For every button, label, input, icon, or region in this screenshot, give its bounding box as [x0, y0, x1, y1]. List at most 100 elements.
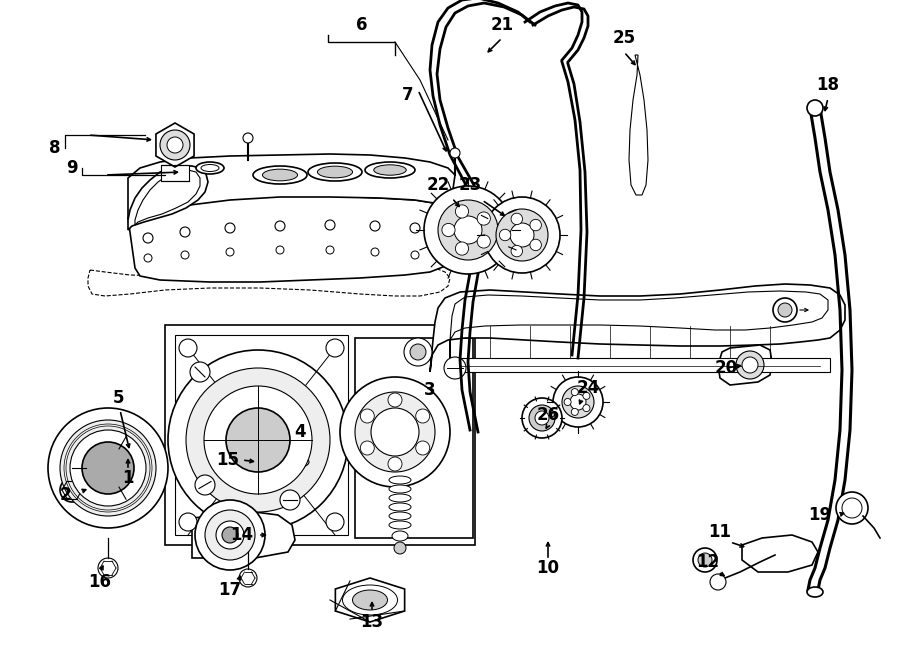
Ellipse shape [389, 521, 411, 529]
Circle shape [144, 254, 152, 262]
Circle shape [276, 246, 284, 254]
Text: 14: 14 [230, 526, 254, 544]
Polygon shape [128, 196, 455, 282]
Circle shape [167, 137, 183, 153]
Circle shape [510, 223, 534, 247]
Text: 12: 12 [697, 553, 720, 571]
Circle shape [371, 248, 379, 256]
Circle shape [404, 338, 432, 366]
Circle shape [572, 389, 579, 396]
Text: 13: 13 [360, 613, 383, 631]
Circle shape [553, 377, 603, 427]
Circle shape [698, 553, 712, 567]
Circle shape [583, 393, 590, 399]
Circle shape [388, 457, 402, 471]
Circle shape [477, 235, 490, 248]
Text: 8: 8 [50, 139, 61, 157]
Circle shape [226, 408, 290, 472]
Ellipse shape [389, 485, 411, 493]
Circle shape [807, 100, 823, 116]
Text: 11: 11 [708, 523, 732, 541]
Bar [355, 338, 473, 538]
Circle shape [190, 362, 210, 382]
Circle shape [360, 409, 374, 423]
Ellipse shape [389, 503, 411, 511]
Polygon shape [718, 345, 772, 385]
Circle shape [436, 254, 444, 262]
Circle shape [454, 216, 482, 244]
Polygon shape [156, 123, 194, 167]
Circle shape [562, 386, 594, 418]
Circle shape [583, 405, 590, 412]
Circle shape [388, 393, 402, 407]
Circle shape [360, 441, 374, 455]
Circle shape [326, 246, 334, 254]
Circle shape [355, 392, 435, 472]
Circle shape [564, 399, 572, 405]
Circle shape [340, 377, 450, 487]
Bar [161, 165, 189, 181]
Text: 3: 3 [424, 381, 436, 399]
Text: 4: 4 [294, 423, 306, 441]
Circle shape [535, 411, 549, 425]
Circle shape [435, 227, 445, 237]
Circle shape [195, 500, 265, 570]
Polygon shape [135, 170, 200, 225]
Ellipse shape [353, 590, 388, 610]
Circle shape [243, 133, 253, 143]
Ellipse shape [389, 512, 411, 520]
Polygon shape [450, 291, 828, 358]
Ellipse shape [125, 455, 145, 465]
Circle shape [160, 130, 190, 160]
Circle shape [410, 344, 426, 360]
Ellipse shape [343, 585, 398, 615]
Ellipse shape [253, 166, 307, 184]
Circle shape [416, 441, 429, 455]
Circle shape [371, 408, 419, 456]
Polygon shape [742, 535, 818, 572]
Polygon shape [128, 154, 455, 218]
Circle shape [226, 248, 234, 256]
Polygon shape [629, 55, 648, 195]
Text: 23: 23 [458, 176, 482, 194]
Circle shape [70, 430, 146, 506]
Circle shape [168, 350, 348, 530]
Text: 20: 20 [715, 359, 738, 377]
Ellipse shape [275, 455, 309, 469]
Circle shape [570, 394, 586, 410]
Circle shape [325, 220, 335, 230]
Circle shape [216, 521, 244, 549]
Ellipse shape [308, 163, 362, 181]
Text: 5: 5 [112, 389, 124, 407]
Circle shape [410, 223, 420, 233]
Circle shape [450, 148, 460, 158]
Ellipse shape [374, 165, 406, 175]
Circle shape [394, 542, 406, 554]
Circle shape [742, 357, 758, 373]
Bar [165, 325, 475, 545]
Circle shape [60, 420, 156, 516]
Text: 9: 9 [67, 159, 77, 177]
Circle shape [511, 245, 523, 256]
Circle shape [280, 490, 300, 510]
Circle shape [572, 408, 579, 415]
Text: 6: 6 [356, 16, 368, 34]
Circle shape [710, 574, 726, 590]
Circle shape [736, 351, 764, 379]
Ellipse shape [201, 165, 219, 171]
Polygon shape [450, 358, 830, 372]
Circle shape [530, 219, 542, 231]
Circle shape [484, 197, 560, 273]
Text: 16: 16 [88, 573, 112, 591]
Ellipse shape [268, 452, 316, 472]
Circle shape [424, 186, 512, 274]
Text: 26: 26 [536, 406, 560, 424]
Circle shape [179, 513, 197, 531]
Circle shape [416, 409, 429, 423]
Text: 18: 18 [816, 76, 840, 94]
Circle shape [511, 214, 523, 225]
Circle shape [326, 339, 344, 357]
Circle shape [143, 233, 153, 243]
Text: 2: 2 [59, 486, 71, 504]
Text: 15: 15 [217, 451, 239, 469]
